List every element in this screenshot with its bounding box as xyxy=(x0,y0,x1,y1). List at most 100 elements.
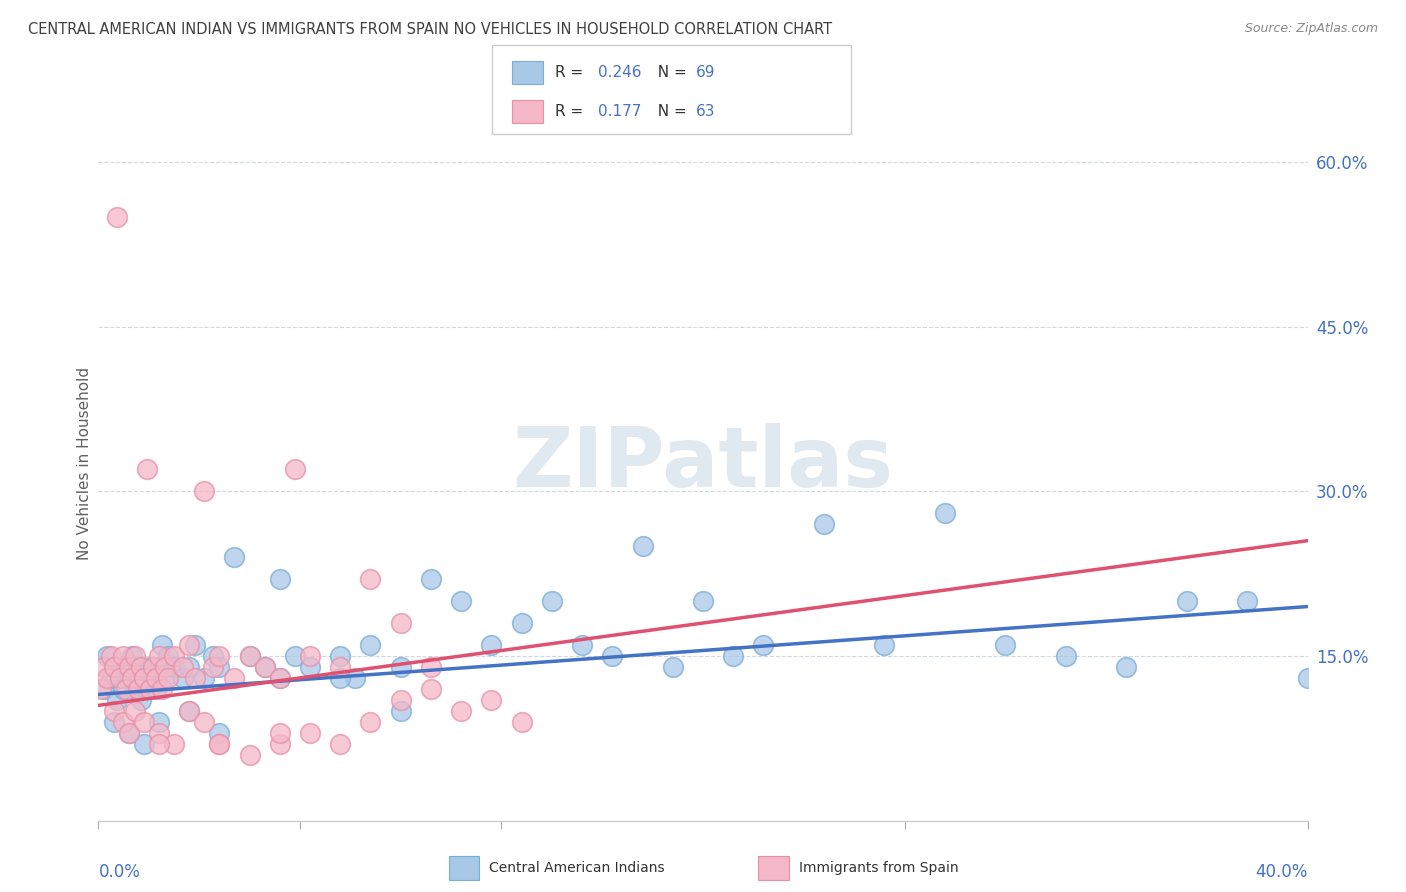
Point xyxy=(360,638,382,652)
Text: 0.0%: 0.0% xyxy=(98,863,141,881)
Point xyxy=(118,726,141,740)
Point xyxy=(208,648,231,663)
Point xyxy=(329,660,352,674)
Point xyxy=(93,681,115,696)
Point xyxy=(284,648,307,663)
Point xyxy=(299,726,322,740)
Point xyxy=(145,671,167,685)
Point xyxy=(172,660,194,674)
Point xyxy=(132,671,155,685)
Point xyxy=(132,737,155,751)
Point xyxy=(752,638,775,652)
Point xyxy=(114,660,136,674)
Point xyxy=(103,704,125,718)
Point xyxy=(96,648,118,663)
Point xyxy=(103,660,125,674)
Point xyxy=(132,714,155,729)
Text: 69: 69 xyxy=(696,65,716,79)
Point xyxy=(389,704,412,718)
Point xyxy=(150,681,173,696)
Point xyxy=(299,648,322,663)
Point xyxy=(329,648,352,663)
Point xyxy=(1236,594,1258,608)
Text: N =: N = xyxy=(648,104,692,119)
Point xyxy=(184,671,207,685)
Point xyxy=(299,660,322,674)
Point xyxy=(148,660,170,674)
Point xyxy=(269,671,291,685)
Point xyxy=(124,648,146,663)
Point xyxy=(631,539,654,553)
Point xyxy=(148,737,170,751)
Point xyxy=(108,671,131,685)
Point xyxy=(420,681,443,696)
Point xyxy=(344,671,367,685)
Point xyxy=(142,671,165,685)
Point xyxy=(450,704,472,718)
Point xyxy=(813,517,835,532)
Text: ZIPatlas: ZIPatlas xyxy=(513,424,893,504)
Point xyxy=(124,704,146,718)
Point xyxy=(360,714,382,729)
Point xyxy=(329,737,352,751)
Point xyxy=(135,681,157,696)
Point xyxy=(111,714,134,729)
Point xyxy=(692,594,714,608)
Point xyxy=(148,714,170,729)
Point xyxy=(208,660,231,674)
Point xyxy=(723,648,745,663)
Point xyxy=(420,572,443,586)
Point xyxy=(139,660,162,674)
Point xyxy=(105,210,128,224)
Point xyxy=(148,648,170,663)
Point xyxy=(100,671,122,685)
Point xyxy=(163,660,186,674)
Point xyxy=(253,660,276,674)
Point xyxy=(100,648,122,663)
Text: 63: 63 xyxy=(696,104,716,119)
Point xyxy=(510,714,533,729)
Text: N =: N = xyxy=(648,65,692,79)
Point xyxy=(224,671,246,685)
Point xyxy=(103,660,125,674)
Point xyxy=(1054,648,1077,663)
Point xyxy=(105,693,128,707)
Point xyxy=(269,726,291,740)
Point xyxy=(114,681,136,696)
Point xyxy=(420,660,443,674)
Point xyxy=(179,704,201,718)
Point xyxy=(163,737,186,751)
Point xyxy=(135,462,157,476)
Point xyxy=(193,484,215,499)
Point xyxy=(142,660,165,674)
Point xyxy=(510,615,533,630)
Text: Immigrants from Spain: Immigrants from Spain xyxy=(799,861,959,875)
Point xyxy=(389,615,412,630)
Point xyxy=(156,671,179,685)
Point xyxy=(1115,660,1137,674)
Point xyxy=(124,681,146,696)
Point xyxy=(208,737,231,751)
Point xyxy=(269,737,291,751)
Point xyxy=(1296,671,1319,685)
Point xyxy=(184,638,207,652)
Point xyxy=(571,638,593,652)
Point xyxy=(934,506,956,520)
Point xyxy=(239,747,262,762)
Text: 40.0%: 40.0% xyxy=(1256,863,1308,881)
Point xyxy=(132,671,155,685)
Point xyxy=(1175,594,1198,608)
Point xyxy=(994,638,1017,652)
Point xyxy=(129,693,152,707)
Text: CENTRAL AMERICAN INDIAN VS IMMIGRANTS FROM SPAIN NO VEHICLES IN HOUSEHOLD CORREL: CENTRAL AMERICAN INDIAN VS IMMIGRANTS FR… xyxy=(28,22,832,37)
Point xyxy=(239,648,262,663)
Point xyxy=(202,648,225,663)
Point xyxy=(873,638,896,652)
Point xyxy=(150,638,173,652)
Text: Central American Indians: Central American Indians xyxy=(489,861,665,875)
Point xyxy=(121,671,143,685)
Point xyxy=(450,594,472,608)
Point xyxy=(179,704,201,718)
Point xyxy=(481,693,503,707)
Point xyxy=(103,714,125,729)
